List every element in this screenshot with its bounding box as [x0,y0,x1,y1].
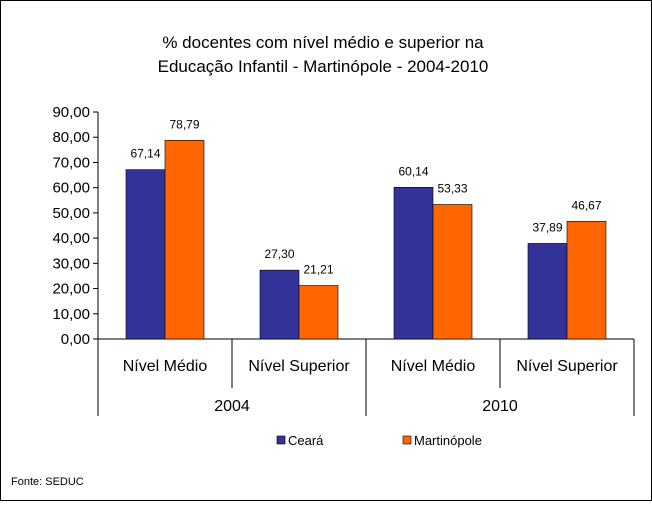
data-label: 78,79 [169,117,199,131]
bar-ceara [393,187,434,340]
y-tick-label: 10,00 [52,306,90,323]
chart-title-line-2: Educação Infantil - Martinópole - 2004-2… [158,57,489,76]
y-tick-label: 60,00 [52,180,90,197]
y-tick-label: 40,00 [52,230,90,247]
y-tick-label: 90,00 [52,104,90,121]
y-tick-label: 50,00 [52,205,90,222]
y-tick-label: 80,00 [52,129,90,146]
category-label: Nível Médio [391,358,476,375]
data-label: 67,14 [130,147,160,161]
bar-ceara [125,169,166,340]
category-label: Nível Superior [248,358,350,375]
y-tick-label: 70,00 [52,154,90,171]
data-label: 60,14 [398,164,428,178]
legend-label: Ceará [288,433,324,448]
data-label: 37,89 [532,220,562,234]
chart-bars: 67,14 78,79 27,30 21,21 60,14 53,33 37,89 46,67 [125,117,607,340]
y-tick-label: 30,00 [52,255,90,272]
data-label: 27,30 [264,247,294,261]
legend-swatch [276,435,286,445]
legend-label: Martinópole [414,433,482,448]
group-label: 2010 [482,398,518,415]
category-label: Nível Médio [123,358,208,375]
source-note: Fonte: SEDUC [11,476,84,488]
y-tick-label: 0,00 [61,331,90,348]
chart-legend: Ceará Martinópole [276,433,482,448]
y-tick-label: 20,00 [52,281,90,298]
bar-ceara [527,243,568,340]
x-axis-categories: Nível Médio Nível Superior Nível Médio Níve… [97,339,635,416]
data-label: 53,33 [437,181,467,195]
bar-martinopole [432,204,473,340]
data-label: 21,21 [303,263,333,277]
legend-swatch [402,435,412,445]
group-label: 2004 [214,398,250,415]
y-axis-ticks: 0,00 10,00 20,00 30,00 40,00 50,00 60,00 70,00 8… [52,104,98,348]
chart-title-line-1: % docentes com nível médio e superior na [162,33,484,52]
bar-martinopole [164,139,205,340]
data-label: 46,67 [571,198,601,212]
bar-martinopole [566,220,607,340]
category-label: Nível Superior [516,358,618,375]
bar-ceara [259,269,300,340]
bar-martinopole [298,285,339,340]
